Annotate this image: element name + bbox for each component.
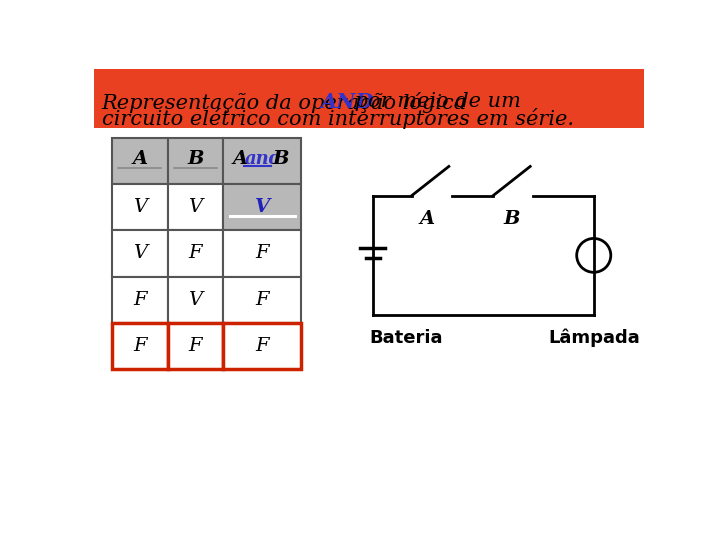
Text: Bateria: Bateria bbox=[369, 329, 443, 347]
Text: A: A bbox=[420, 210, 435, 228]
Text: F: F bbox=[133, 337, 146, 355]
Text: B: B bbox=[187, 150, 204, 168]
Bar bbox=[112, 184, 168, 231]
Text: A: A bbox=[132, 150, 147, 168]
Text: F: F bbox=[189, 245, 202, 262]
Text: F: F bbox=[133, 291, 146, 309]
Text: A: A bbox=[233, 150, 248, 168]
Text: AND: AND bbox=[321, 92, 374, 112]
Bar bbox=[94, 70, 644, 128]
Bar bbox=[223, 138, 301, 184]
Text: B: B bbox=[503, 210, 520, 228]
Bar bbox=[168, 323, 223, 369]
Bar bbox=[168, 231, 223, 276]
Text: Lâmpada: Lâmpada bbox=[548, 329, 639, 347]
Bar bbox=[223, 184, 301, 231]
Text: F: F bbox=[189, 337, 202, 355]
Text: V: V bbox=[189, 198, 202, 216]
Text: V: V bbox=[132, 198, 147, 216]
Text: circuito elétrico com interruptores em série.: circuito elétrico com interruptores em s… bbox=[102, 108, 574, 129]
Text: and: and bbox=[245, 150, 282, 168]
Text: F: F bbox=[256, 337, 269, 355]
Text: Representação da operação lógica: Representação da operação lógica bbox=[102, 92, 474, 113]
Text: F: F bbox=[256, 291, 269, 309]
Bar bbox=[223, 276, 301, 323]
Text: V: V bbox=[254, 198, 269, 216]
Text: por meio de um: por meio de um bbox=[348, 92, 521, 111]
Circle shape bbox=[577, 239, 611, 272]
Bar bbox=[112, 276, 168, 323]
Text: F: F bbox=[256, 245, 269, 262]
Bar bbox=[112, 138, 168, 184]
Bar bbox=[112, 231, 168, 276]
Bar bbox=[168, 276, 223, 323]
Text: V: V bbox=[189, 291, 202, 309]
Bar bbox=[112, 323, 168, 369]
Bar bbox=[168, 138, 223, 184]
Bar bbox=[223, 231, 301, 276]
Text: V: V bbox=[132, 245, 147, 262]
Bar bbox=[223, 323, 301, 369]
Text: B: B bbox=[273, 150, 289, 168]
Bar bbox=[168, 184, 223, 231]
